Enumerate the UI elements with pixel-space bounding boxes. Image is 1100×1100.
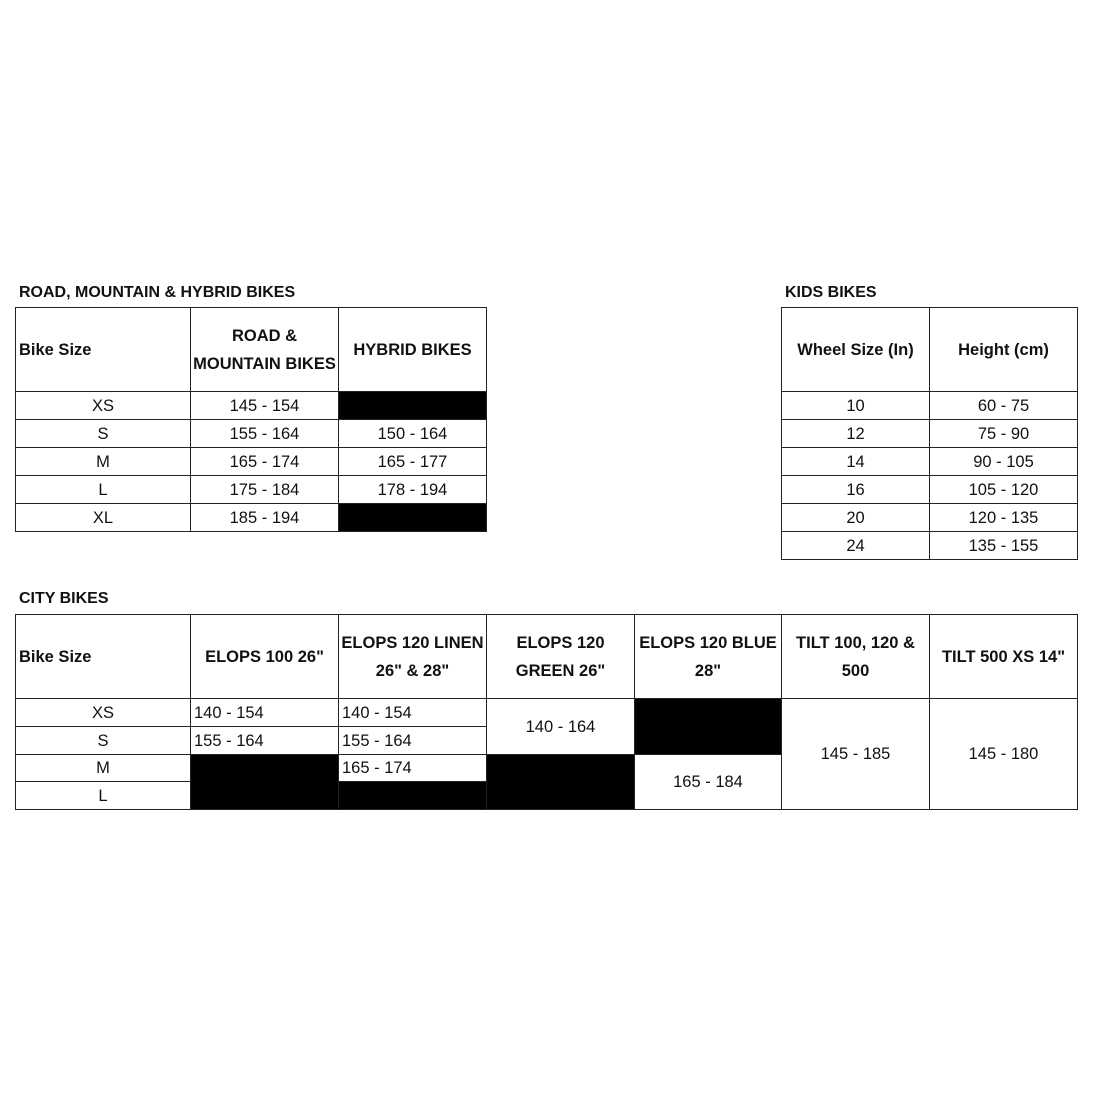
linen-cell: 155 - 164 xyxy=(338,726,487,755)
road-cell: 165 - 174 xyxy=(190,447,339,476)
road-cell: 175 - 184 xyxy=(190,475,339,504)
size-cell: M xyxy=(15,447,191,476)
wheel-cell: 16 xyxy=(781,475,930,504)
header-elops-120-linen: ELOPS 120 LINEN 26" & 28" xyxy=(338,614,487,699)
height-cell: 105 - 120 xyxy=(929,475,1078,504)
wheel-cell: 12 xyxy=(781,419,930,448)
linen-cell: 165 - 174 xyxy=(338,754,487,782)
height-cell: 90 - 105 xyxy=(929,447,1078,476)
linen-cell: 140 - 154 xyxy=(338,698,487,727)
height-cell: 75 - 90 xyxy=(929,419,1078,448)
road-table-title: ROAD, MOUNTAIN & HYBRID BIKES xyxy=(19,284,296,301)
height-cell: 60 - 75 xyxy=(929,391,1078,420)
size-cell: S xyxy=(15,419,191,448)
unavailable-cell xyxy=(190,754,339,810)
header-wheel-size: Wheel Size (In) xyxy=(781,307,930,392)
height-cell: 120 - 135 xyxy=(929,503,1078,532)
elops100-cell: 140 - 154 xyxy=(190,698,339,727)
header-elops-100: ELOPS 100 26" xyxy=(190,614,339,699)
size-cell: M xyxy=(15,754,191,782)
elops100-cell: 155 - 164 xyxy=(190,726,339,755)
wheel-cell: 14 xyxy=(781,447,930,476)
green-cell: 140 - 164 xyxy=(486,698,635,755)
road-cell: 145 - 154 xyxy=(190,391,339,420)
size-cell: S xyxy=(15,726,191,755)
header-elops-120-blue: ELOPS 120 BLUE 28" xyxy=(634,614,782,699)
header-tilt-500: TILT 500 XS 14" xyxy=(929,614,1078,699)
size-cell: XS xyxy=(15,391,191,420)
wheel-cell: 24 xyxy=(781,531,930,560)
unavailable-cell xyxy=(338,503,487,532)
road-cell: 155 - 164 xyxy=(190,419,339,448)
header-bike-size: Bike Size xyxy=(15,614,191,699)
header-height: Height (cm) xyxy=(929,307,1078,392)
tilt500-cell: 145 - 180 xyxy=(929,698,1078,810)
header-hybrid: HYBRID BIKES xyxy=(338,307,487,392)
header-tilt-100: TILT 100, 120 & 500 xyxy=(781,614,930,699)
unavailable-cell xyxy=(338,781,487,810)
wheel-cell: 20 xyxy=(781,503,930,532)
size-cell: XL xyxy=(15,503,191,532)
blue-cell: 165 - 184 xyxy=(634,754,782,810)
height-cell: 135 - 155 xyxy=(929,531,1078,560)
hybrid-cell: 178 - 194 xyxy=(338,475,487,504)
header-bike-size: Bike Size xyxy=(15,307,191,392)
tilt100-cell: 145 - 185 xyxy=(781,698,930,810)
unavailable-cell xyxy=(634,698,782,755)
size-cell: L xyxy=(15,475,191,504)
hybrid-cell: 150 - 164 xyxy=(338,419,487,448)
kids-table-title: KIDS BIKES xyxy=(785,284,877,301)
unavailable-cell xyxy=(486,754,635,810)
header-elops-120-green: ELOPS 120 GREEN 26" xyxy=(486,614,635,699)
road-cell: 185 - 194 xyxy=(190,503,339,532)
size-cell: XS xyxy=(15,698,191,727)
header-road-mountain: ROAD & MOUNTAIN BIKES xyxy=(190,307,339,392)
wheel-cell: 10 xyxy=(781,391,930,420)
size-cell: L xyxy=(15,781,191,810)
unavailable-cell xyxy=(338,391,487,420)
hybrid-cell: 165 - 177 xyxy=(338,447,487,476)
city-table-title: CITY BIKES xyxy=(19,590,109,607)
